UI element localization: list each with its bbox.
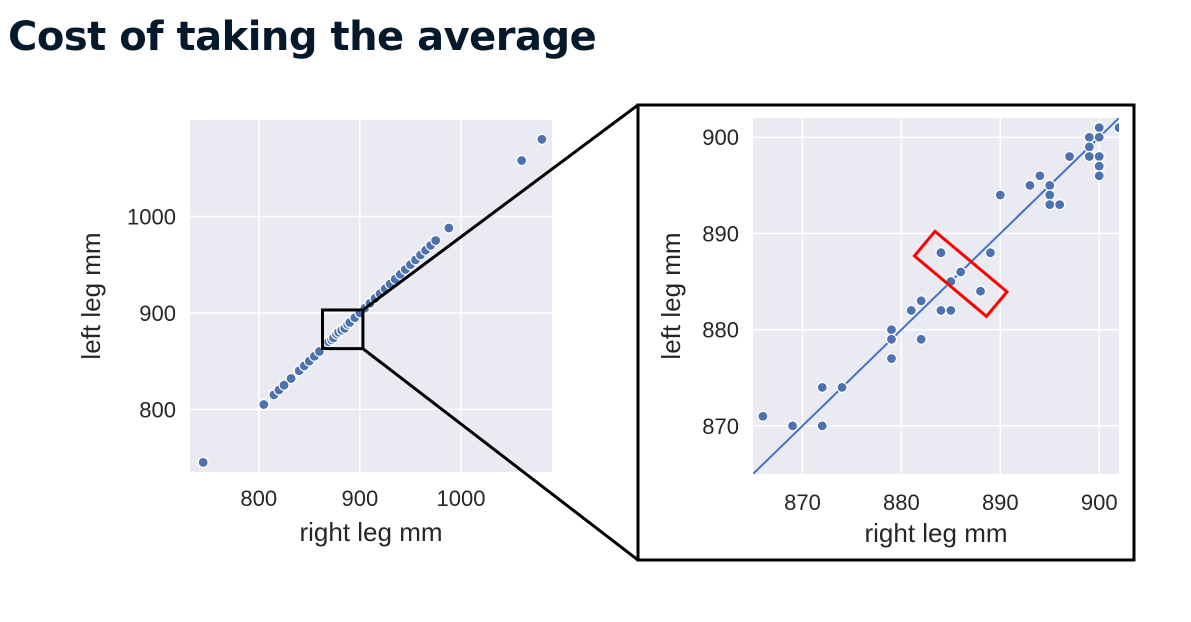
data-point — [1113, 122, 1119, 134]
x-tick-label: 900 — [342, 486, 379, 511]
data-point — [935, 304, 947, 317]
plot-content — [197, 133, 548, 468]
highlight-box — [912, 229, 1010, 319]
data-point — [1034, 170, 1046, 182]
slide-title: Cost of taking the average — [8, 14, 597, 60]
data-point — [1024, 179, 1036, 191]
zoom-connectors — [361, 103, 639, 562]
data-point — [915, 333, 927, 345]
data-point — [935, 247, 947, 259]
y-tick-label: 870 — [702, 414, 739, 439]
x-axis-label: right leg mm — [299, 517, 442, 547]
y-axis-label: left leg mm — [656, 232, 686, 359]
data-point — [905, 304, 917, 317]
data-point — [1093, 122, 1105, 134]
y-tick-label: 880 — [702, 318, 739, 343]
data-point — [278, 379, 290, 391]
data-point — [1093, 170, 1105, 182]
data-point — [885, 324, 898, 336]
data-point — [285, 372, 297, 385]
data-point — [885, 352, 898, 365]
x-tick-label: 900 — [1081, 490, 1118, 515]
data-point — [430, 234, 442, 247]
x-tick-label: 890 — [982, 490, 1019, 515]
data-point — [836, 381, 848, 394]
data-point — [1063, 150, 1076, 163]
data-point — [1044, 179, 1056, 191]
data-point — [1044, 189, 1056, 201]
y-tick-label: 800 — [139, 397, 176, 422]
y-tick-label: 890 — [702, 221, 739, 246]
data-point — [1044, 198, 1056, 211]
data-point — [885, 333, 898, 345]
y-tick-label: 1000 — [127, 204, 176, 229]
data-point — [786, 420, 799, 432]
connector-line-top — [362, 103, 639, 312]
y-tick-label: 900 — [702, 125, 739, 150]
data-point — [1083, 141, 1095, 153]
y-tick-label: 900 — [139, 301, 176, 326]
data-point — [757, 410, 769, 422]
data-point — [1093, 160, 1105, 172]
data-point — [1093, 131, 1105, 143]
data-point — [984, 247, 997, 259]
data-point — [945, 304, 957, 317]
x-tick-label: 1000 — [437, 486, 486, 511]
data-point — [955, 266, 967, 278]
fit-line — [753, 118, 1119, 474]
data-point — [1083, 131, 1095, 143]
data-point — [816, 420, 828, 432]
data-point — [516, 154, 528, 167]
x-axis-label: right leg mm — [864, 518, 1007, 548]
plot-content — [753, 118, 1119, 474]
overview-chart: 800 900 1000 800 900 1000 right leg mm left leg… — [76, 120, 552, 547]
data-point — [443, 222, 455, 234]
data-point — [197, 456, 209, 468]
data-point — [258, 398, 270, 411]
data-point — [1054, 198, 1066, 211]
data-point — [1093, 150, 1105, 163]
x-tick-label: 800 — [240, 486, 277, 511]
data-point — [994, 189, 1006, 201]
connector-line-bottom — [361, 347, 639, 562]
x-tick-label: 870 — [784, 490, 821, 515]
data-point — [536, 133, 548, 145]
data-point — [974, 285, 987, 297]
zoom-box — [320, 308, 365, 351]
zoomed-chart: 870 880 890 900 870 880 890 900 right leg mm left… — [636, 103, 1136, 562]
data-point — [816, 381, 828, 394]
data-point — [1083, 150, 1095, 163]
data-point — [915, 295, 927, 307]
x-tick-label: 880 — [883, 490, 920, 515]
y-axis-label: left leg mm — [76, 232, 106, 359]
